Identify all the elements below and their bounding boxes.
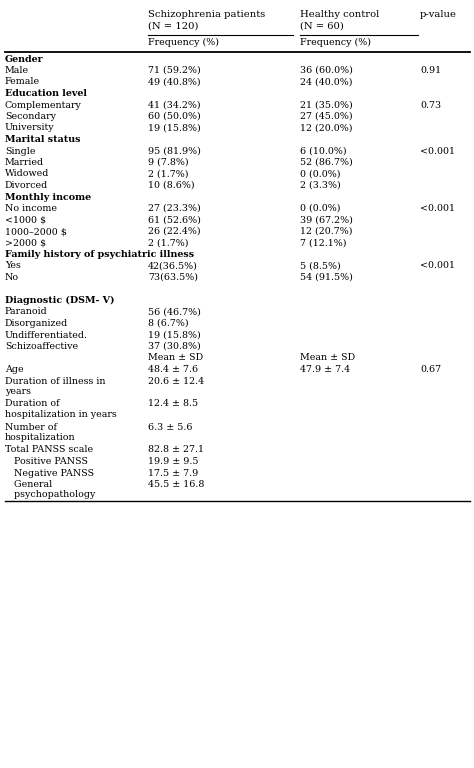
Text: 0 (0.0%): 0 (0.0%) xyxy=(300,204,340,213)
Text: 20.6 ± 12.4: 20.6 ± 12.4 xyxy=(148,376,204,386)
Text: 10 (8.6%): 10 (8.6%) xyxy=(148,181,195,190)
Text: Positive PANSS: Positive PANSS xyxy=(5,457,88,466)
Text: Yes: Yes xyxy=(5,261,21,270)
Text: <1000 $: <1000 $ xyxy=(5,216,46,224)
Text: 0.91: 0.91 xyxy=(420,66,441,75)
Text: >2000 $: >2000 $ xyxy=(5,239,46,247)
Text: Healthy control: Healthy control xyxy=(300,10,379,19)
Text: 49 (40.8%): 49 (40.8%) xyxy=(148,78,201,87)
Text: p-value: p-value xyxy=(420,10,457,19)
Text: Schizoaffective: Schizoaffective xyxy=(5,342,78,351)
Text: Undifferentiated.: Undifferentiated. xyxy=(5,330,88,339)
Text: 37 (30.8%): 37 (30.8%) xyxy=(148,342,201,351)
Text: 36 (60.0%): 36 (60.0%) xyxy=(300,66,353,75)
Text: Total PANSS scale: Total PANSS scale xyxy=(5,445,93,455)
Text: <0.001: <0.001 xyxy=(420,261,455,270)
Text: General
   psychopathology: General psychopathology xyxy=(5,480,95,499)
Text: 12 (20.0%): 12 (20.0%) xyxy=(300,124,353,133)
Text: 27 (23.3%): 27 (23.3%) xyxy=(148,204,201,213)
Text: Complementary: Complementary xyxy=(5,101,82,110)
Text: 8 (6.7%): 8 (6.7%) xyxy=(148,319,189,328)
Text: Duration of illness in
years: Duration of illness in years xyxy=(5,376,106,396)
Text: 12.4 ± 8.5: 12.4 ± 8.5 xyxy=(148,399,198,409)
Text: Gender: Gender xyxy=(5,55,44,64)
Text: Schizophrenia patients: Schizophrenia patients xyxy=(148,10,265,19)
Text: (N = 120): (N = 120) xyxy=(148,22,199,31)
Text: 26 (22.4%): 26 (22.4%) xyxy=(148,227,201,236)
Text: Divorced: Divorced xyxy=(5,181,48,190)
Text: Female: Female xyxy=(5,78,40,87)
Text: 0.73: 0.73 xyxy=(420,101,441,110)
Text: 73(63.5%): 73(63.5%) xyxy=(148,273,198,282)
Text: Male: Male xyxy=(5,66,29,75)
Text: 2 (3.3%): 2 (3.3%) xyxy=(300,181,341,190)
Text: <0.001: <0.001 xyxy=(420,147,455,155)
Text: Widowed: Widowed xyxy=(5,170,49,178)
Text: 56 (46.7%): 56 (46.7%) xyxy=(148,307,201,316)
Text: 12 (20.7%): 12 (20.7%) xyxy=(300,227,353,236)
Text: No: No xyxy=(5,273,19,282)
Text: 7 (12.1%): 7 (12.1%) xyxy=(300,239,346,247)
Text: 9 (7.8%): 9 (7.8%) xyxy=(148,158,189,167)
Text: 19 (15.8%): 19 (15.8%) xyxy=(148,124,201,133)
Text: Disorganized: Disorganized xyxy=(5,319,68,328)
Text: 0.67: 0.67 xyxy=(420,365,441,374)
Text: Marital status: Marital status xyxy=(5,135,81,144)
Text: 27 (45.0%): 27 (45.0%) xyxy=(300,112,353,121)
Text: Monthly income: Monthly income xyxy=(5,193,91,201)
Text: Mean ± SD: Mean ± SD xyxy=(300,353,355,362)
Text: Frequency (%): Frequency (%) xyxy=(148,38,219,47)
Text: <0.001: <0.001 xyxy=(420,204,455,213)
Text: 6.3 ± 5.6: 6.3 ± 5.6 xyxy=(148,422,192,432)
Text: 39 (67.2%): 39 (67.2%) xyxy=(300,216,353,224)
Text: 19 (15.8%): 19 (15.8%) xyxy=(148,330,201,339)
Text: 24 (40.0%): 24 (40.0%) xyxy=(300,78,353,87)
Text: Number of
hospitalization: Number of hospitalization xyxy=(5,422,76,442)
Text: Secondary: Secondary xyxy=(5,112,56,121)
Text: 17.5 ± 7.9: 17.5 ± 7.9 xyxy=(148,468,198,478)
Text: 41 (34.2%): 41 (34.2%) xyxy=(148,101,201,110)
Text: Family history of psychiatric illness: Family history of psychiatric illness xyxy=(5,250,194,259)
Text: 2 (1.7%): 2 (1.7%) xyxy=(148,170,189,178)
Text: University: University xyxy=(5,124,55,133)
Text: 5 (8.5%): 5 (8.5%) xyxy=(300,261,341,270)
Text: Paranoid: Paranoid xyxy=(5,307,48,316)
Text: Mean ± SD: Mean ± SD xyxy=(148,353,203,362)
Text: 61 (52.6%): 61 (52.6%) xyxy=(148,216,201,224)
Text: Age: Age xyxy=(5,365,24,374)
Text: 1000–2000 $: 1000–2000 $ xyxy=(5,227,67,236)
Text: 82.8 ± 27.1: 82.8 ± 27.1 xyxy=(148,445,204,455)
Text: 0 (0.0%): 0 (0.0%) xyxy=(300,170,340,178)
Text: 19.9 ± 9.5: 19.9 ± 9.5 xyxy=(148,457,199,466)
Text: Duration of
hospitalization in years: Duration of hospitalization in years xyxy=(5,399,117,419)
Text: No income: No income xyxy=(5,204,57,213)
Text: Married: Married xyxy=(5,158,44,167)
Text: 54 (91.5%): 54 (91.5%) xyxy=(300,273,353,282)
Text: 42(36.5%): 42(36.5%) xyxy=(148,261,198,270)
Text: 71 (59.2%): 71 (59.2%) xyxy=(148,66,201,75)
Text: Negative PANSS: Negative PANSS xyxy=(5,468,94,478)
Text: 52 (86.7%): 52 (86.7%) xyxy=(300,158,353,167)
Text: 21 (35.0%): 21 (35.0%) xyxy=(300,101,353,110)
Text: 48.4 ± 7.6: 48.4 ± 7.6 xyxy=(148,365,198,374)
Text: Single: Single xyxy=(5,147,36,155)
Text: (N = 60): (N = 60) xyxy=(300,22,344,31)
Text: 45.5 ± 16.8: 45.5 ± 16.8 xyxy=(148,480,204,489)
Text: Education level: Education level xyxy=(5,89,87,98)
Text: 47.9 ± 7.4: 47.9 ± 7.4 xyxy=(300,365,350,374)
Text: 95 (81.9%): 95 (81.9%) xyxy=(148,147,201,155)
Text: Diagnostic (DSM- V): Diagnostic (DSM- V) xyxy=(5,296,115,305)
Text: Frequency (%): Frequency (%) xyxy=(300,38,371,47)
Text: 6 (10.0%): 6 (10.0%) xyxy=(300,147,346,155)
Text: 60 (50.0%): 60 (50.0%) xyxy=(148,112,201,121)
Text: 2 (1.7%): 2 (1.7%) xyxy=(148,239,189,247)
